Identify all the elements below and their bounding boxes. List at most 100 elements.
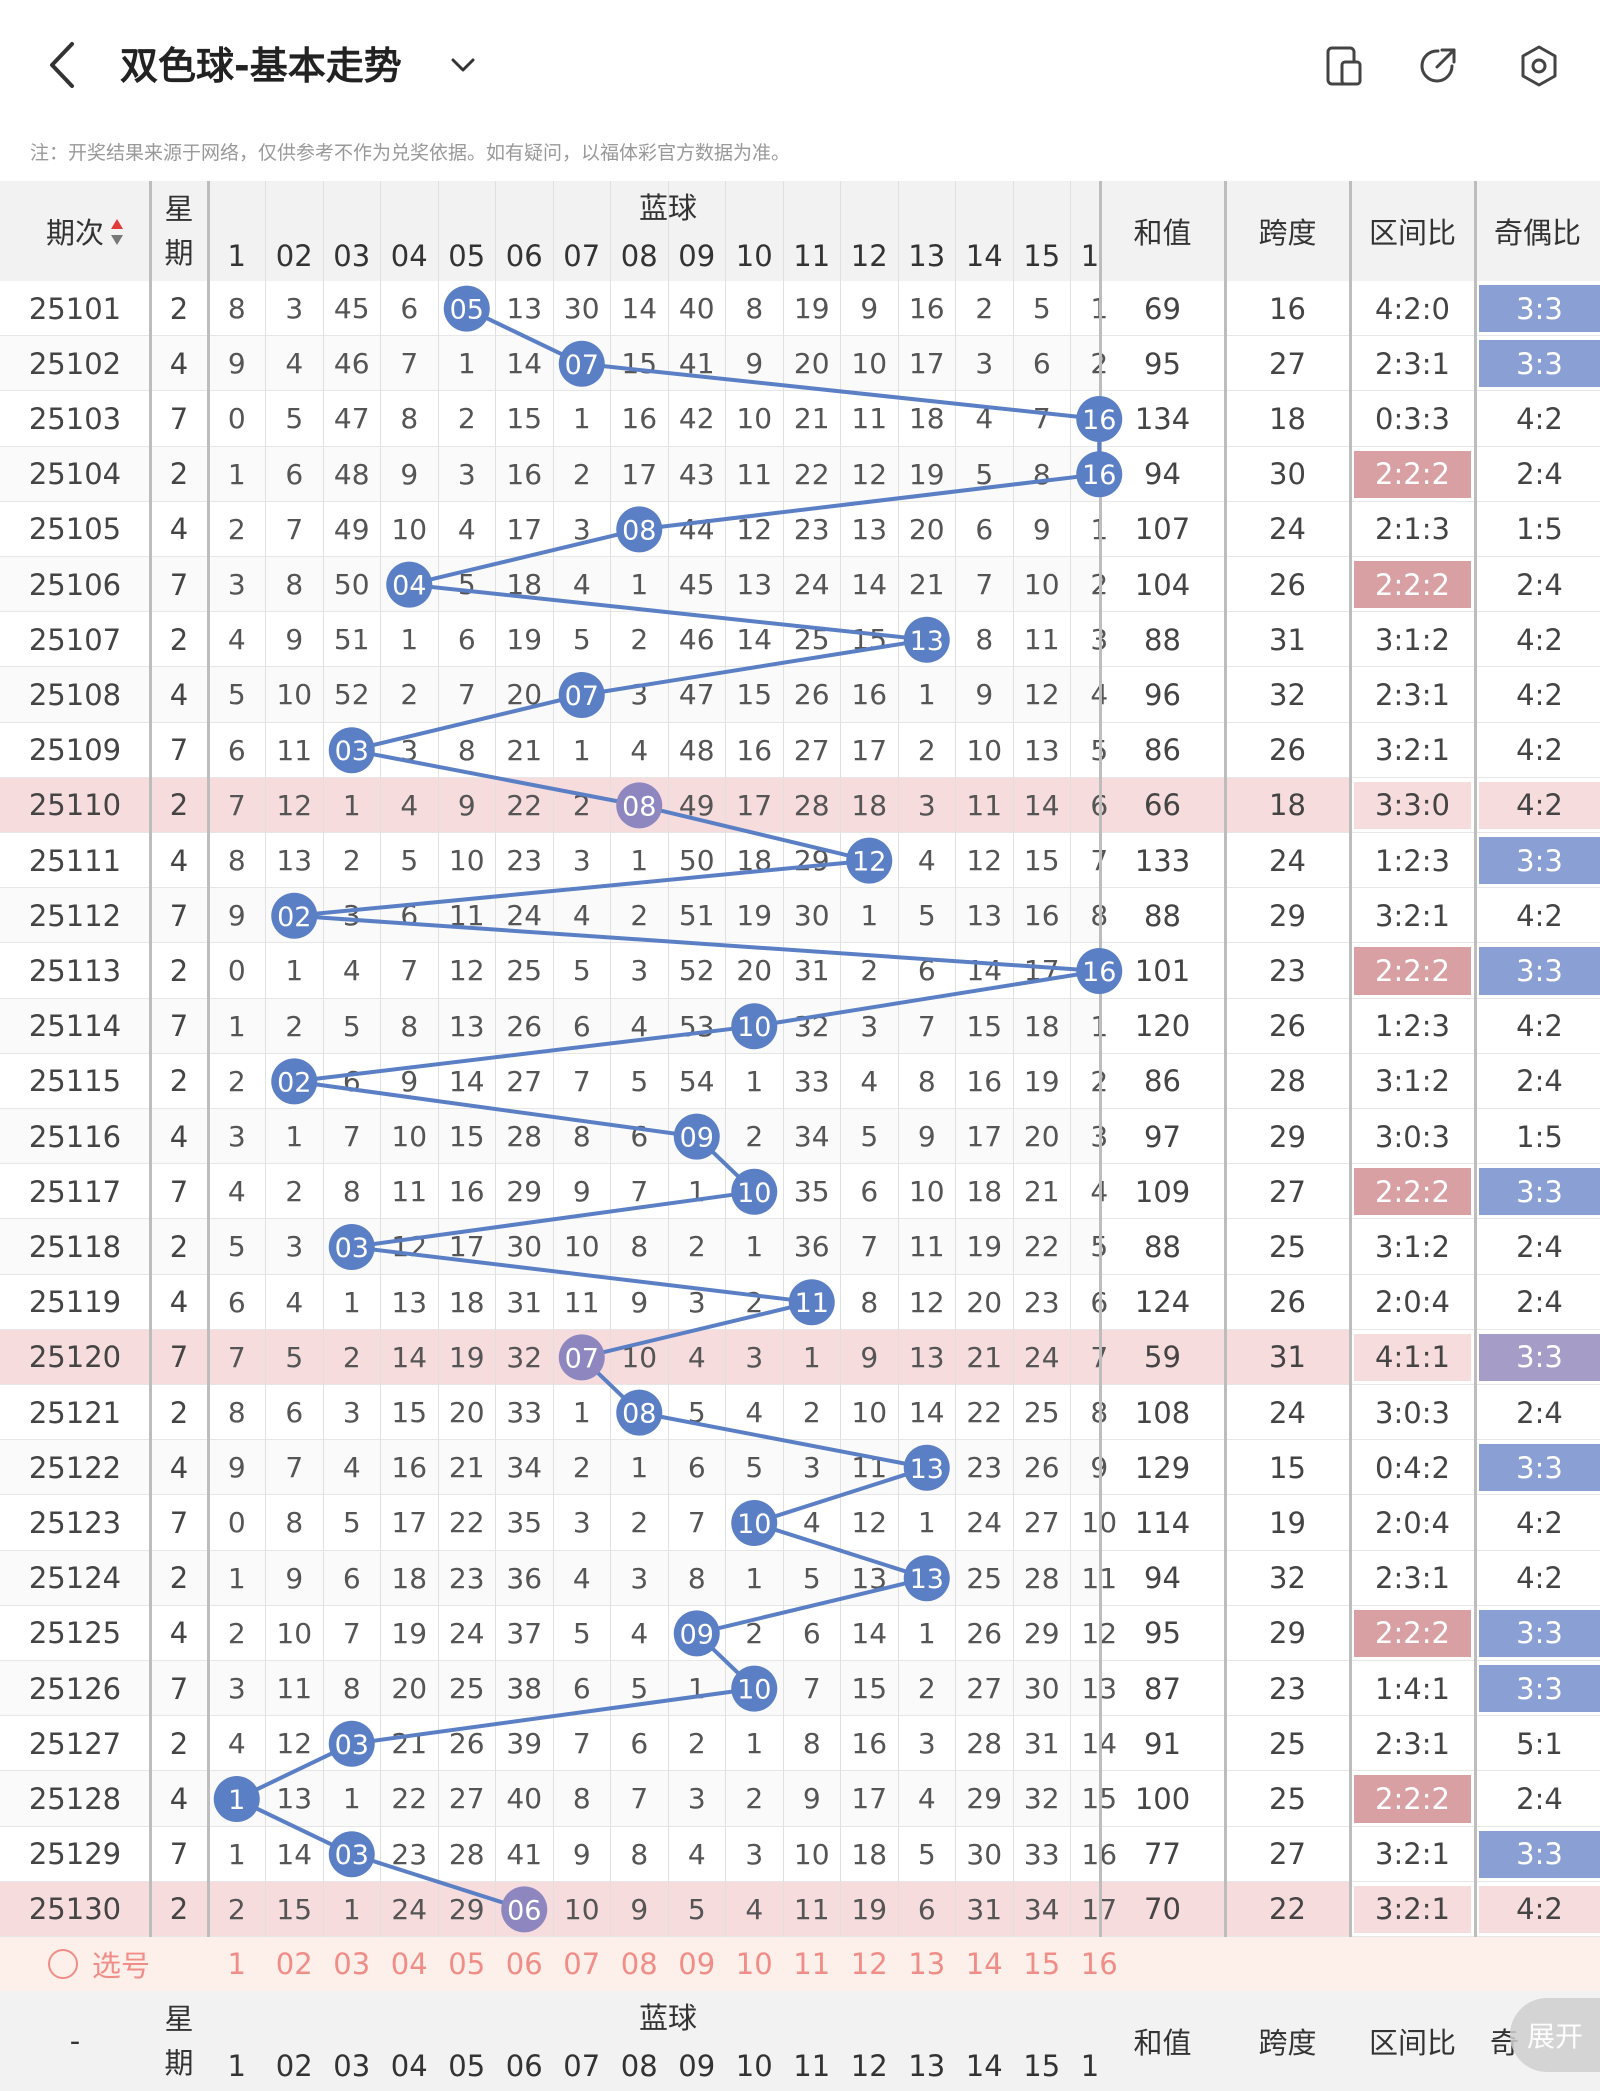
blue-miss-cell: 5 bbox=[917, 1837, 936, 1871]
blue-miss-cell: 36 bbox=[506, 1561, 543, 1595]
span-header: 跨度 bbox=[1225, 181, 1350, 281]
blue-miss-cell: 54 bbox=[678, 1064, 715, 1098]
select-number-button[interactable]: 11 bbox=[793, 1947, 831, 1981]
select-number-button[interactable]: 02 bbox=[275, 1947, 313, 1981]
blue-miss-cell: 5 bbox=[227, 1230, 246, 1264]
row-divider bbox=[0, 666, 1600, 668]
blue-miss-cell: 2 bbox=[342, 844, 361, 878]
back-icon[interactable] bbox=[42, 40, 82, 90]
share-icon[interactable] bbox=[1416, 44, 1460, 88]
blue-miss-cell: 20 bbox=[448, 1396, 485, 1430]
blue-ball-number: 03 bbox=[335, 1730, 369, 1761]
odd-even-cell: 3:3 bbox=[1479, 1609, 1600, 1657]
blue-miss-cell: 16 bbox=[851, 678, 888, 712]
sort-icon[interactable] bbox=[110, 217, 124, 247]
blue-miss-cell: 47 bbox=[678, 678, 715, 712]
select-number-button[interactable]: 03 bbox=[333, 1947, 371, 1981]
weekday-cell: 4 bbox=[169, 346, 189, 381]
blue-miss-cell: 10 bbox=[276, 678, 313, 712]
blue-miss-cell: 48 bbox=[678, 733, 715, 767]
select-number-button[interactable]: 14 bbox=[965, 1947, 1003, 1981]
period-cell: 25103 bbox=[28, 401, 122, 436]
blue-miss-cell: 0 bbox=[227, 1506, 246, 1540]
select-number-button[interactable]: 1 bbox=[227, 1947, 246, 1981]
blue-ball-number: 05 bbox=[450, 295, 484, 326]
chevron-down-icon[interactable] bbox=[448, 50, 478, 80]
blue-miss-cell: 1 bbox=[342, 1782, 361, 1816]
blue-miss-cell: 4 bbox=[745, 1892, 764, 1926]
sum-header: 和值 bbox=[1100, 181, 1225, 281]
period-cell: 25128 bbox=[28, 1781, 122, 1816]
blue-miss-cell: 33 bbox=[1023, 1837, 1060, 1871]
column-divider bbox=[1223, 181, 1227, 2089]
select-number-button[interactable]: 10 bbox=[735, 1947, 773, 1981]
blue-miss-cell: 20 bbox=[908, 512, 945, 546]
blue-miss-cell: 13 bbox=[736, 568, 773, 602]
blue-miss-cell: 6 bbox=[975, 512, 994, 546]
layout-icon[interactable] bbox=[1322, 44, 1366, 88]
period-cell: 25126 bbox=[28, 1671, 122, 1706]
blue-miss-cell: 25 bbox=[448, 1672, 485, 1706]
blue-miss-cell: 40 bbox=[678, 292, 715, 326]
blue-miss-cell: 33 bbox=[506, 1396, 543, 1430]
blue-miss-cell: 2 bbox=[745, 1120, 764, 1154]
blue-miss-cell: 5 bbox=[285, 402, 304, 436]
zone-ratio-cell: 1:4:1 bbox=[1375, 1671, 1450, 1706]
blue-miss-cell: 2 bbox=[630, 1506, 649, 1540]
blue-number-header: 06 bbox=[495, 231, 553, 281]
blue-miss-cell: 4 bbox=[572, 899, 591, 933]
select-number-button[interactable]: 09 bbox=[678, 1947, 716, 1981]
blue-miss-cell: 2 bbox=[342, 1340, 361, 1374]
weekday-cell: 7 bbox=[169, 1174, 189, 1209]
select-number-button[interactable]: 04 bbox=[390, 1947, 428, 1981]
blue-miss-cell: 17 bbox=[621, 457, 658, 491]
select-number-button[interactable]: 05 bbox=[448, 1947, 486, 1981]
period-cell: 25101 bbox=[28, 291, 122, 326]
blue-miss-cell: 11 bbox=[736, 457, 773, 491]
column-divider bbox=[206, 181, 210, 2089]
period-cell: 25122 bbox=[28, 1450, 122, 1485]
blue-miss-cell: 18 bbox=[1023, 1009, 1060, 1043]
settings-icon[interactable] bbox=[1517, 44, 1561, 88]
select-number-button[interactable]: 15 bbox=[1023, 1947, 1061, 1981]
odd-even-cell: 2:4 bbox=[1516, 1229, 1563, 1264]
blue-miss-cell: 4 bbox=[342, 954, 361, 988]
select-number-button[interactable]: 13 bbox=[908, 1947, 946, 1981]
blue-miss-cell: 15 bbox=[621, 347, 658, 381]
blue-ball-hit bbox=[616, 506, 663, 553]
blue-number-header: 07 bbox=[553, 231, 611, 281]
blue-number-header: 11 bbox=[783, 231, 841, 281]
blue-miss-cell: 11 bbox=[391, 1175, 428, 1209]
expand-button[interactable]: 展开 bbox=[1510, 1998, 1600, 2072]
blue-miss-cell: 53 bbox=[678, 1009, 715, 1043]
blue-miss-cell: 13 bbox=[506, 292, 543, 326]
top-bar: 双色球-基本走势 bbox=[0, 0, 1600, 135]
select-radio-icon[interactable] bbox=[48, 1949, 78, 1979]
footer-weekday-header: 星期 bbox=[160, 1991, 198, 2091]
select-number-button[interactable]: 16 bbox=[1080, 1947, 1118, 1981]
sum-cell: 101 bbox=[1134, 953, 1191, 988]
sum-cell: 95 bbox=[1144, 1616, 1181, 1651]
select-number-button[interactable]: 07 bbox=[563, 1947, 601, 1981]
footer-zone-header: 区间比 bbox=[1350, 1991, 1475, 2091]
blue-miss-cell: 1 bbox=[227, 1561, 246, 1595]
blue-miss-cell: 2 bbox=[975, 292, 994, 326]
footer-blue-number-header: 15 bbox=[1013, 2041, 1071, 2091]
select-number-button[interactable]: 08 bbox=[620, 1947, 658, 1981]
page-title[interactable]: 双色球-基本走势 bbox=[120, 44, 402, 88]
blue-miss-cell: 1 bbox=[342, 788, 361, 822]
blue-miss-cell: 24 bbox=[506, 899, 543, 933]
weekday-cell: 2 bbox=[169, 1395, 189, 1430]
odd-even-cell: 2:4 bbox=[1516, 1781, 1563, 1816]
blue-ball-hit bbox=[788, 1279, 835, 1326]
span-cell: 24 bbox=[1269, 843, 1306, 878]
weekday-cell: 4 bbox=[169, 1285, 189, 1320]
select-number-button[interactable]: 12 bbox=[850, 1947, 888, 1981]
trend-segment bbox=[753, 969, 1100, 1029]
blue-miss-cell: 2 bbox=[285, 1009, 304, 1043]
select-number-button[interactable]: 06 bbox=[505, 1947, 543, 1981]
blue-ball-hit bbox=[903, 1555, 950, 1602]
blue-miss-cell: 6 bbox=[285, 457, 304, 491]
footer-blue-number-header: 08 bbox=[610, 2041, 668, 2091]
sum-cell: 95 bbox=[1144, 346, 1181, 381]
